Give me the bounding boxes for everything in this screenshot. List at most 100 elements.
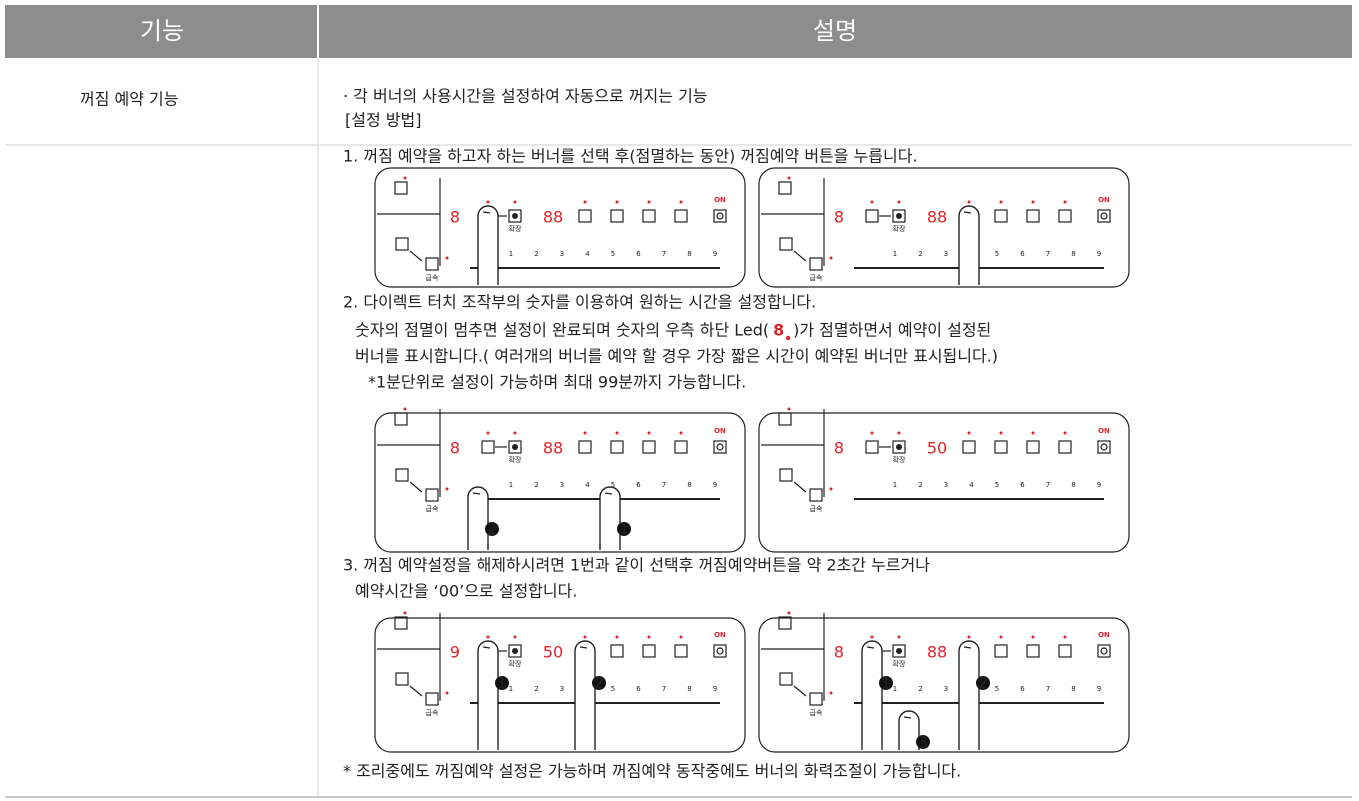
expand-label: 확장 xyxy=(509,224,522,233)
scale-number: 3 xyxy=(944,250,948,258)
scale-number: 5 xyxy=(995,481,999,489)
finger xyxy=(599,486,621,550)
led-dot xyxy=(647,431,651,435)
lock-button xyxy=(1026,209,1040,223)
led-dot xyxy=(615,431,619,435)
step-badge-label: 1 xyxy=(619,520,629,539)
feature-name: 꺼짐 예약 기능 xyxy=(80,90,179,109)
scale-number: 6 xyxy=(1020,685,1025,693)
burner-display: 8 xyxy=(834,208,844,227)
timer-display: 50 xyxy=(927,439,947,458)
note: * 조리중에도 꺼짐예약 설정은 가능하며 꺼짐예약 동작중에도 버너의 화력조… xyxy=(343,762,961,781)
pause-button xyxy=(674,440,688,454)
boost-label: 급속 xyxy=(426,709,439,717)
on-label: ON xyxy=(714,196,726,204)
step-badge-label: 2 xyxy=(978,674,988,693)
boost-icon xyxy=(425,257,439,271)
expand-button xyxy=(508,440,522,454)
led-dot xyxy=(403,407,407,411)
led-dot xyxy=(829,487,833,491)
expand-label: 확장 xyxy=(509,659,522,668)
led-dot xyxy=(1031,200,1035,204)
step-badge-label: 2 xyxy=(594,674,604,693)
scale-number: 7 xyxy=(1046,685,1050,693)
timer-button xyxy=(578,440,592,454)
scale-number: 2 xyxy=(918,250,922,258)
finger xyxy=(477,640,499,750)
step-badge xyxy=(592,676,606,690)
power-button xyxy=(713,440,727,454)
boost-icon xyxy=(809,257,823,271)
finger xyxy=(958,640,980,750)
lock-button xyxy=(1026,440,1040,454)
scale-number: 5 xyxy=(995,250,999,258)
on-label: ON xyxy=(1098,196,1110,204)
scale-number: 1 xyxy=(509,250,513,258)
burner-display: 8 xyxy=(834,439,844,458)
pause-button xyxy=(674,209,688,223)
timer-display: 50 xyxy=(543,643,563,662)
scale-number: 7 xyxy=(662,481,666,489)
led-dot xyxy=(897,635,901,639)
power-symbol xyxy=(1100,647,1108,655)
pause-button xyxy=(674,644,688,658)
step-badge-label: 1 xyxy=(497,674,507,693)
feature-line: · 각 버너의 사용시간을 설정하여 자동으로 꺼지는 기능 xyxy=(343,87,708,106)
led-dot xyxy=(583,635,587,639)
boost-label: 급속 xyxy=(426,274,439,282)
expand-dot xyxy=(512,648,518,654)
scale-number: 5 xyxy=(611,685,615,693)
scale-number: 8 xyxy=(687,250,691,258)
on-label: ON xyxy=(714,427,726,435)
led-dot xyxy=(445,487,449,491)
boost-label: 급속 xyxy=(426,505,439,513)
scale-number: 2 xyxy=(534,685,538,693)
timer-button xyxy=(578,209,592,223)
expand-label: 확장 xyxy=(893,224,906,233)
zone-icon xyxy=(778,181,792,195)
finger xyxy=(861,640,883,750)
control-panel xyxy=(374,167,746,288)
led-dot xyxy=(999,200,1003,204)
finger-nail xyxy=(482,211,491,214)
led-dot xyxy=(1031,431,1035,435)
pause-button xyxy=(1058,440,1072,454)
scale-number: 9 xyxy=(1097,250,1101,258)
finger-nail xyxy=(866,646,875,649)
scale-number: 8 xyxy=(1071,250,1075,258)
header-col2: 설명 xyxy=(813,17,857,45)
led-dot xyxy=(679,431,683,435)
scale-number: 1 xyxy=(893,685,897,693)
bridge-button xyxy=(865,209,879,223)
finger xyxy=(477,205,499,285)
control-panel xyxy=(374,412,746,553)
step-badge xyxy=(495,676,509,690)
expand-dot xyxy=(512,444,518,450)
led-dot xyxy=(1031,635,1035,639)
scale-number: 9 xyxy=(1097,481,1101,489)
burner-display: 8 xyxy=(834,643,844,662)
led-dot xyxy=(999,431,1003,435)
scale-number: 5 xyxy=(611,481,615,489)
led-dot xyxy=(403,176,407,180)
scale-number: 2 xyxy=(918,685,922,693)
zone-icon xyxy=(779,672,793,686)
sound-button xyxy=(610,440,624,454)
scale-number: 7 xyxy=(662,685,666,693)
led-dot xyxy=(870,431,874,435)
power-button xyxy=(1097,644,1111,658)
led-dot xyxy=(445,256,449,260)
lock-button xyxy=(1026,644,1040,658)
scale-number: 3 xyxy=(560,250,564,258)
power-symbol xyxy=(1100,443,1108,451)
led-dot xyxy=(1063,635,1067,639)
scale-number: 9 xyxy=(713,685,717,693)
expand-dot xyxy=(512,213,518,219)
finger-nail xyxy=(482,646,491,649)
led-dot xyxy=(967,635,971,639)
step-badge xyxy=(879,676,893,690)
step-badge-label: 1 xyxy=(881,674,891,693)
scale-number: 9 xyxy=(1097,685,1101,693)
step-line: 3. 꺼짐 예약설정을 해제하시려면 1번과 같이 선택후 꺼짐예약버튼을 약 … xyxy=(343,556,930,575)
sound-button xyxy=(610,209,624,223)
